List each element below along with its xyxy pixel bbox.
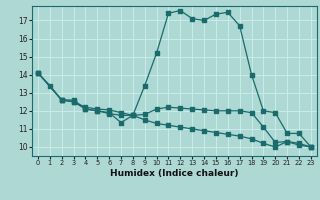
- X-axis label: Humidex (Indice chaleur): Humidex (Indice chaleur): [110, 169, 239, 178]
